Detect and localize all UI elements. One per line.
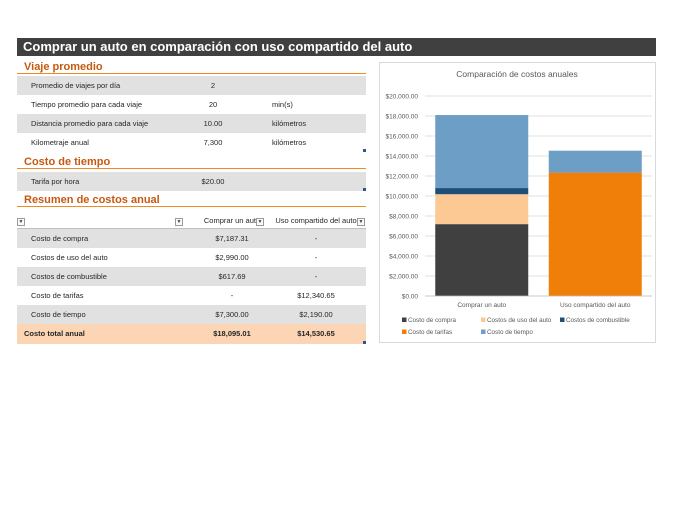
y-tick-label: $14,000.00 bbox=[385, 154, 418, 161]
x-tick-label: Comprar un auto bbox=[457, 302, 506, 309]
table-row[interactable]: Costo de tiempo $7,300.00 $2,190.00 bbox=[17, 305, 366, 324]
y-tick-label: $20,000.00 bbox=[385, 94, 418, 101]
bar-segment bbox=[435, 194, 529, 225]
legend-label: Costo de compra bbox=[408, 317, 456, 324]
row-label: Costos de uso del auto bbox=[31, 253, 108, 262]
y-tick-label: $8,000.00 bbox=[389, 214, 418, 221]
y-tick-label: $6,000.00 bbox=[389, 234, 418, 241]
row-value[interactable]: $20.00 bbox=[201, 177, 225, 186]
table-resize-handle[interactable] bbox=[363, 149, 366, 152]
row-label: Tiempo promedio para cada viaje bbox=[31, 100, 143, 109]
cell-compartido: $2,190.00 bbox=[299, 310, 333, 319]
table-row[interactable]: Costos de uso del auto $2,990.00 - bbox=[17, 248, 366, 267]
cell-compartido: - bbox=[314, 253, 318, 262]
filter-dropdown-icon[interactable]: ▼ bbox=[17, 218, 25, 226]
bar-segment bbox=[435, 224, 529, 296]
y-tick-label: $2,000.00 bbox=[389, 274, 418, 281]
y-tick-label: $16,000.00 bbox=[385, 134, 418, 141]
legend-label: Costos de uso del auto bbox=[487, 317, 552, 324]
row-label: Promedio de viajes por día bbox=[31, 81, 121, 90]
table-resize-handle[interactable] bbox=[363, 341, 366, 344]
y-tick-label: $4,000.00 bbox=[389, 254, 418, 261]
row-label: Costo de compra bbox=[31, 234, 89, 243]
table-row[interactable]: Tiempo promedio para cada viaje 20 min(s… bbox=[17, 95, 366, 114]
y-tick-label: $0.00 bbox=[402, 294, 419, 301]
table-row[interactable]: Promedio de viajes por día 2 bbox=[17, 76, 366, 95]
chart-container[interactable]: Comparación de costos anuales $0.00 $2,000… bbox=[379, 62, 656, 343]
filter-dropdown-icon[interactable]: ▼ bbox=[175, 218, 183, 226]
table-row[interactable]: Costos de combustible $617.69 - bbox=[17, 267, 366, 286]
section-title-tiempo: Costo de tiempo bbox=[17, 155, 366, 169]
summary-header: ▼ Comprar un auto ▼ Uso compartido del a… bbox=[17, 213, 366, 229]
row-value[interactable]: 2 bbox=[210, 81, 216, 90]
cell-compartido: - bbox=[314, 234, 318, 243]
row-value[interactable]: 10.00 bbox=[203, 119, 223, 128]
total-compartido: $14,530.65 bbox=[297, 329, 335, 338]
bar-segment bbox=[435, 188, 529, 195]
total-row[interactable]: Costo total anual $18,095.01 $14,530.65 bbox=[17, 324, 366, 344]
column-header-comprar: Comprar un auto bbox=[203, 216, 261, 225]
table-row[interactable]: Tarifa por hora $20.00 bbox=[17, 172, 366, 191]
bar-segment bbox=[548, 172, 642, 296]
section-title-viaje: Viaje promedio bbox=[17, 60, 366, 74]
x-tick-label: Uso compartido del auto bbox=[560, 302, 631, 309]
bar-segment bbox=[435, 115, 529, 189]
legend-swatch bbox=[402, 329, 407, 334]
filter-dropdown-icon[interactable]: ▼ bbox=[357, 218, 365, 226]
filter-dropdown-icon[interactable]: ▼ bbox=[256, 218, 264, 226]
y-tick-label: $12,000.00 bbox=[385, 174, 418, 181]
cell-compartido: $12,340.65 bbox=[297, 291, 335, 300]
cell-comprar: $7,300.00 bbox=[215, 310, 249, 319]
legend-label: Costo de tarifas bbox=[408, 329, 452, 336]
row-value[interactable]: 7,300 bbox=[203, 138, 223, 147]
table-row[interactable]: Costo de tarifas - $12,340.65 bbox=[17, 286, 366, 305]
row-label: Costos de combustible bbox=[31, 272, 107, 281]
cell-comprar: $2,990.00 bbox=[215, 253, 249, 262]
row-unit: min(s) bbox=[272, 100, 293, 109]
stacked-bar-chart[interactable]: Comparación de costos anuales $0.00 $2,000… bbox=[380, 63, 655, 342]
row-label: Costo de tiempo bbox=[31, 310, 86, 319]
section-title-resumen: Resumen de costos anual bbox=[17, 193, 366, 207]
row-value[interactable]: 20 bbox=[208, 100, 218, 109]
total-label: Costo total anual bbox=[24, 329, 85, 338]
legend-swatch bbox=[481, 329, 486, 334]
legend-swatch bbox=[402, 317, 407, 322]
cell-compartido: - bbox=[314, 272, 318, 281]
total-comprar: $18,095.01 bbox=[213, 329, 251, 338]
bar-segment bbox=[548, 150, 642, 173]
row-label: Costo de tarifas bbox=[31, 291, 84, 300]
table-row[interactable]: Costo de compra $7,187.31 - bbox=[17, 229, 366, 248]
row-unit: kilómetros bbox=[272, 138, 307, 147]
row-unit: kilómetros bbox=[272, 119, 307, 128]
y-tick-label: $10,000.00 bbox=[385, 194, 418, 201]
legend-swatch bbox=[481, 317, 486, 322]
cell-comprar: $7,187.31 bbox=[215, 234, 249, 243]
legend-label: Costo de tiempo bbox=[487, 329, 533, 336]
cell-comprar: - bbox=[230, 291, 234, 300]
legend-swatch bbox=[560, 317, 565, 322]
table-row[interactable]: Kilometraje anual 7,300 kilómetros bbox=[17, 133, 366, 152]
sheet-title: Comprar un auto en comparación con uso c… bbox=[17, 38, 656, 56]
table-row[interactable]: Distancia promedio para cada viaje 10.00… bbox=[17, 114, 366, 133]
row-label: Tarifa por hora bbox=[31, 177, 80, 186]
row-label: Distancia promedio para cada viaje bbox=[31, 119, 149, 128]
column-header-compartido: Uso compartido del auto bbox=[275, 216, 357, 225]
table-resize-handle[interactable] bbox=[363, 188, 366, 191]
cell-comprar: $617.69 bbox=[218, 272, 246, 281]
y-tick-label: $18,000.00 bbox=[385, 114, 418, 121]
chart-title: Comparación de costos anuales bbox=[456, 69, 577, 79]
row-label: Kilometraje anual bbox=[31, 138, 89, 147]
legend-label: Costos de combustible bbox=[566, 317, 630, 324]
